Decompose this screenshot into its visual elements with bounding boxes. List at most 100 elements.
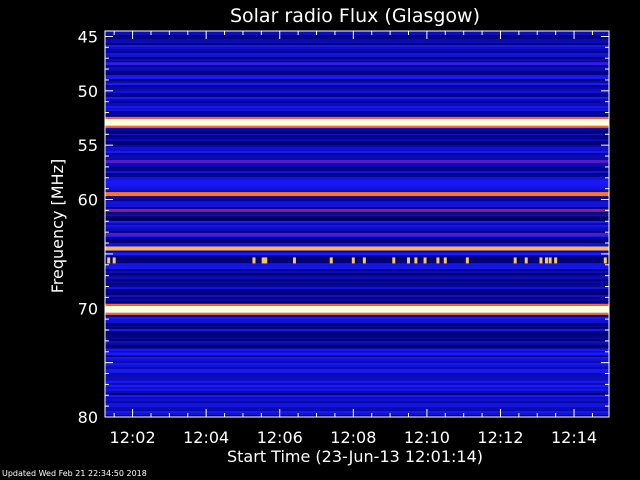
spectrogram-row xyxy=(105,269,609,271)
spectrogram-row xyxy=(105,413,609,415)
spectrogram-row xyxy=(105,381,609,383)
spectrogram-row xyxy=(105,145,609,147)
spectrogram-row xyxy=(105,349,609,351)
spectrogram-row xyxy=(105,341,609,343)
spectrogram-row xyxy=(105,61,609,63)
spectrogram-row xyxy=(105,65,609,67)
spectrogram-row xyxy=(105,127,609,129)
spectrogram-row xyxy=(105,111,609,113)
spectrogram-row xyxy=(105,239,609,241)
x-tick-label: 12:08 xyxy=(330,428,376,447)
plot-frame xyxy=(104,30,610,418)
spectrogram-row xyxy=(105,317,609,319)
spectrogram-row xyxy=(105,287,609,289)
spectrogram-band xyxy=(105,216,609,220)
spectrogram-row xyxy=(105,327,609,329)
spectrogram-row xyxy=(105,267,609,269)
spectrogram-row xyxy=(105,391,609,393)
spectrogram-row xyxy=(105,285,609,287)
spectrogram-row xyxy=(105,415,609,417)
spectrogram-row xyxy=(105,389,609,391)
chart-title: Solar radio Flux (Glasgow) xyxy=(230,5,480,27)
spectrogram-row xyxy=(105,205,609,207)
burst-mark xyxy=(554,257,558,264)
spectrogram-row xyxy=(105,181,609,183)
x-tick-label: 12:14 xyxy=(551,428,597,447)
spectrogram-row xyxy=(105,219,609,221)
y-tick-label: 55 xyxy=(78,136,98,155)
spectrogram-row xyxy=(105,79,609,81)
spectrogram-row xyxy=(105,371,609,373)
spectrogram-row xyxy=(105,365,609,367)
spectrogram-row xyxy=(105,333,609,335)
spectrogram-row xyxy=(105,281,609,283)
spectrogram-row xyxy=(105,77,609,79)
spectrogram-row xyxy=(105,235,609,237)
spectrogram-row xyxy=(105,319,609,321)
spectrogram-row xyxy=(105,243,609,245)
spectrogram-row xyxy=(105,67,609,69)
spectrogram-row xyxy=(105,95,609,97)
spectrogram-row xyxy=(105,179,609,181)
spectrogram-band xyxy=(105,118,609,126)
spectrogram-row xyxy=(105,177,609,179)
spectrogram-row xyxy=(105,401,609,403)
spectrogram-band xyxy=(105,232,609,236)
burst-mark xyxy=(107,257,111,264)
spectrogram-row xyxy=(105,387,609,389)
spectrogram-row xyxy=(105,187,609,189)
spectrogram-row xyxy=(105,37,609,39)
spectrogram-band xyxy=(105,305,609,313)
spectrogram-row xyxy=(105,165,609,167)
y-tick-label: 80 xyxy=(78,408,98,427)
spectrogram-row xyxy=(105,171,609,173)
spectrogram-row xyxy=(105,337,609,339)
spectrogram-band xyxy=(105,377,609,381)
spectrogram-row xyxy=(105,331,609,333)
spectrogram-band xyxy=(105,252,609,256)
spectrogram-row xyxy=(105,251,609,253)
spectrogram-row xyxy=(105,97,609,99)
spectrogram-row xyxy=(105,113,609,115)
spectrogram-row xyxy=(105,81,609,83)
spectrogram-row xyxy=(105,373,609,375)
spectrogram-row xyxy=(105,271,609,273)
spectrogram-row xyxy=(105,169,609,171)
burst-mark xyxy=(261,257,265,264)
spectrogram-row xyxy=(105,53,609,55)
spectrogram-row xyxy=(105,321,609,323)
spectrogram-band xyxy=(105,208,609,212)
spectrogram-row xyxy=(105,291,609,293)
spectrogram-row xyxy=(105,91,609,93)
burst-mark xyxy=(423,257,427,264)
spectrogram-row xyxy=(105,393,609,395)
spectrogram-row xyxy=(105,157,609,159)
spectrogram-row xyxy=(105,143,609,145)
spectrogram-row xyxy=(105,397,609,399)
spectrogram-band xyxy=(105,201,609,205)
spectrogram-row xyxy=(105,115,609,117)
spectrogram-band-edge xyxy=(105,116,609,119)
spectrogram-row xyxy=(105,129,609,131)
spectrogram-row xyxy=(105,245,609,247)
spectrogram-row xyxy=(105,189,609,191)
spectrogram-row xyxy=(105,255,609,257)
spectrogram-row xyxy=(105,351,609,353)
spectrogram-band-edge xyxy=(105,125,609,128)
spectrogram-row xyxy=(105,225,609,227)
spectrogram-row xyxy=(105,229,609,231)
spectrogram-row xyxy=(105,411,609,413)
y-axis: 45 50 55 60 70 80 xyxy=(78,27,609,427)
spectrogram-row xyxy=(105,109,609,111)
spectrogram-row xyxy=(105,375,609,377)
spectrogram-row xyxy=(105,149,609,151)
burst-mark xyxy=(329,257,333,264)
burst-mark xyxy=(407,257,411,264)
spectrogram-row xyxy=(105,33,609,35)
y-tick-label: 50 xyxy=(78,82,98,101)
spectrogram-row xyxy=(105,137,609,139)
spectrogram-row xyxy=(105,49,609,51)
spectrogram-row xyxy=(105,175,609,177)
y-tick-label: 60 xyxy=(78,191,98,210)
